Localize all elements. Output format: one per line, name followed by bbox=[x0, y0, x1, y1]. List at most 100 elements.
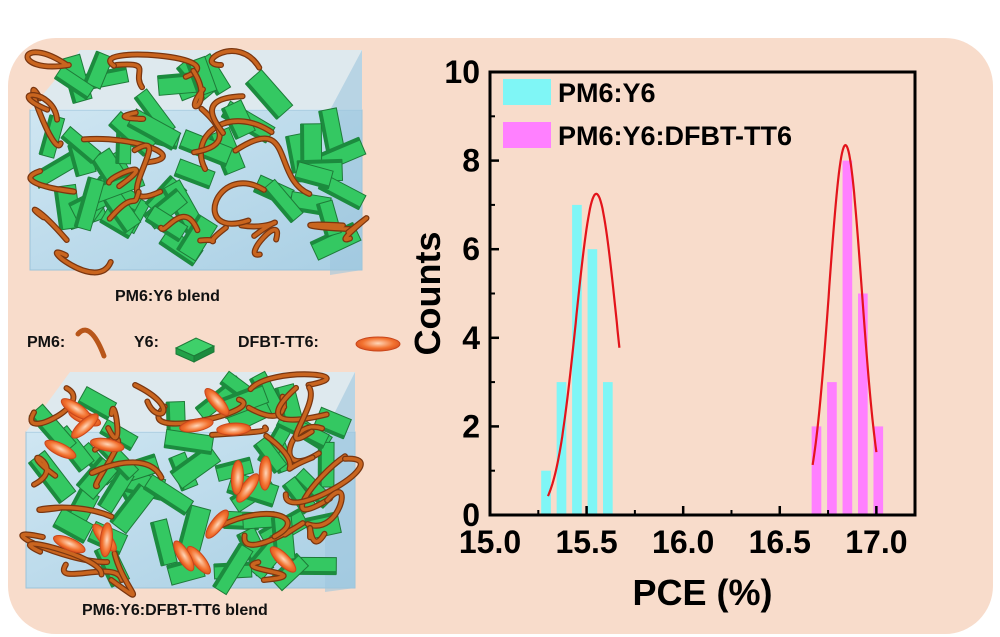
x-tick-label: 15.0 bbox=[459, 524, 521, 560]
dfbt-ellipsoid bbox=[90, 437, 125, 453]
bottom-blend-caption: PM6:Y6:DFBT-TT6 blend bbox=[82, 602, 268, 619]
y6-legend-label: Y6: bbox=[134, 334, 159, 351]
y-tick-label: 6 bbox=[462, 231, 480, 267]
y6-crystal bbox=[53, 65, 95, 100]
legend-swatch-1 bbox=[503, 122, 551, 148]
legend-label-0: PM6:Y6 bbox=[558, 78, 656, 108]
top-blend-caption: PM6:Y6 blend bbox=[115, 288, 220, 305]
pm6-fiber bbox=[264, 434, 315, 471]
bar-1-2 bbox=[842, 160, 853, 515]
component-legend bbox=[75, 327, 401, 363]
pm6-fiber bbox=[191, 69, 205, 109]
bar-0-2 bbox=[572, 204, 582, 515]
bar-0-3 bbox=[587, 249, 598, 515]
pm6-legend-label: PM6: bbox=[27, 334, 66, 351]
pm6-fiber bbox=[308, 222, 352, 231]
y6-crystal bbox=[212, 542, 254, 596]
dfbt-ellipsoid bbox=[230, 459, 244, 495]
bar-1-1 bbox=[827, 382, 837, 515]
bar-1-4 bbox=[873, 426, 884, 515]
dfbt-ellipsoid-icon bbox=[355, 336, 401, 352]
y6-crystal-icon bbox=[174, 337, 216, 363]
pm6-fiber bbox=[159, 215, 200, 232]
pm6-fiber bbox=[28, 169, 76, 194]
pm6-fiber bbox=[55, 250, 113, 275]
pm6-fiber bbox=[132, 143, 162, 199]
pm6-fiber bbox=[239, 220, 277, 238]
pm6-fiber bbox=[248, 372, 329, 391]
pm6-fiber bbox=[212, 181, 266, 226]
pm6-fiber bbox=[233, 136, 312, 196]
pm6-fiber bbox=[284, 456, 363, 505]
y-tick-label: 4 bbox=[462, 320, 480, 356]
y6-crystal bbox=[293, 161, 334, 190]
pm6-fiber bbox=[252, 228, 279, 257]
dfbt-ellipsoid bbox=[205, 509, 229, 539]
dfbt-ellipsoid bbox=[186, 545, 211, 575]
dfbt-ellipsoid bbox=[44, 439, 77, 460]
bar-0-4 bbox=[603, 382, 613, 515]
y-tick-label: 10 bbox=[444, 54, 480, 90]
y6-crystal bbox=[297, 556, 337, 576]
pm6-fiber bbox=[107, 167, 139, 188]
y-tick-label: 2 bbox=[462, 408, 480, 444]
y6-crystal bbox=[173, 158, 216, 190]
legend-swatch-0 bbox=[503, 79, 551, 105]
plot-area: 15.0 15.5 16.0 16.5 17.0 0 2 4 6 8 10 PCE (%) Counts… bbox=[407, 54, 917, 613]
pm6-fiber bbox=[90, 460, 164, 480]
pm6-fiber bbox=[218, 512, 290, 539]
y6-crystal bbox=[300, 123, 323, 171]
pm6-fiber bbox=[133, 383, 166, 416]
pm6-fiber bbox=[276, 386, 329, 422]
dfbt-ellipsoid bbox=[216, 422, 252, 436]
y6-crystal bbox=[73, 176, 105, 232]
y6-crystal bbox=[262, 178, 304, 224]
pm6-fiber bbox=[198, 225, 228, 244]
ternary-blend-block bbox=[19, 370, 364, 598]
morphology-illustration bbox=[19, 48, 401, 598]
pm6-fiber bbox=[27, 93, 59, 122]
dfbt-ellipsoid bbox=[71, 413, 99, 439]
pm6-fiber bbox=[308, 526, 327, 544]
pce-histogram: 15.0 15.5 16.0 16.5 17.0 0 2 4 6 8 10 PCE (%) Counts… bbox=[407, 54, 917, 613]
pm6-fiber bbox=[122, 111, 145, 121]
pm6-fiber bbox=[106, 407, 120, 440]
pm6-fiber bbox=[109, 551, 135, 597]
pm6-fiber bbox=[294, 385, 314, 441]
x-tick-label: 17.0 bbox=[845, 524, 907, 560]
y-tick-label: 8 bbox=[462, 143, 480, 179]
gaussian-fit-0 bbox=[546, 192, 621, 497]
pm6-fiber bbox=[192, 107, 222, 155]
y6-crystal bbox=[142, 473, 195, 516]
y6-crystal bbox=[52, 507, 94, 544]
pm6-fiber bbox=[114, 62, 144, 89]
dfbt-ellipsoid bbox=[179, 417, 214, 433]
y6-crystal bbox=[149, 518, 178, 567]
pm6-fiber-icon bbox=[75, 327, 107, 359]
y6-crystal bbox=[244, 69, 294, 120]
y-tick-label: 0 bbox=[462, 497, 480, 533]
bar-0-0 bbox=[541, 470, 551, 515]
dfbt-ellipsoid bbox=[204, 388, 230, 416]
pm6-fiber bbox=[31, 88, 63, 148]
y6-crystal bbox=[163, 428, 215, 456]
pm6-fiber bbox=[108, 52, 199, 79]
pm6-y6-blend-block bbox=[24, 48, 370, 276]
y-axis-label: Counts bbox=[407, 232, 448, 356]
pm6-fiber bbox=[32, 208, 69, 242]
pm6-fiber bbox=[37, 505, 114, 519]
x-tick-label: 16.0 bbox=[652, 524, 714, 560]
y6-crystal bbox=[318, 107, 345, 153]
y6-crystal bbox=[97, 467, 135, 514]
pm6-fiber bbox=[343, 216, 369, 242]
dfbt-ellipsoid bbox=[173, 540, 195, 572]
pm6-fiber bbox=[250, 560, 286, 582]
dfbt-ellipsoid bbox=[99, 522, 113, 558]
pm6-fiber bbox=[107, 190, 141, 221]
bar-1-0 bbox=[811, 426, 822, 515]
pm6-fiber bbox=[29, 386, 76, 426]
bar-0-1 bbox=[556, 382, 567, 515]
x-tick-label: 15.5 bbox=[555, 524, 617, 560]
dfbt-legend-label: DFBT-TT6: bbox=[238, 334, 319, 351]
dfbt-ellipsoid bbox=[53, 534, 86, 554]
